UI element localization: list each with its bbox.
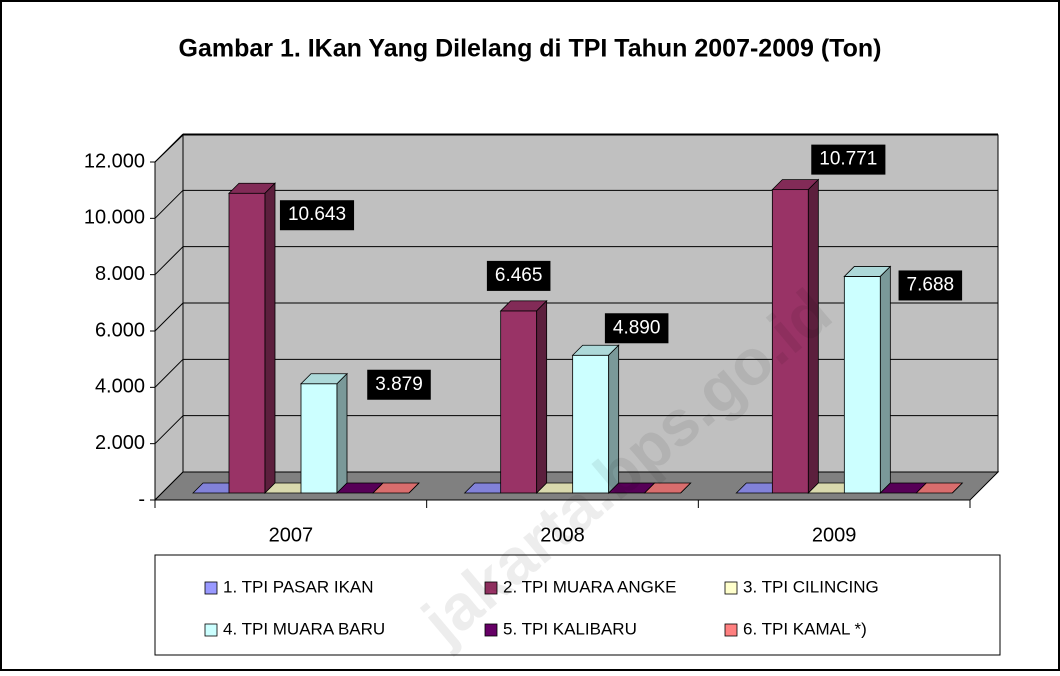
y-tick-label: -: [138, 488, 145, 510]
grid-line: [154, 415, 184, 445]
chart-title: Gambar 1. IKan Yang Dilelang di TPI Tahu…: [179, 35, 882, 63]
data-label: 4.890: [613, 317, 661, 338]
y-tick-label: 2.000: [95, 432, 145, 454]
bar-face: [264, 182, 276, 494]
bar-face: [336, 372, 348, 494]
bar: [915, 482, 964, 494]
data-label-bg: [486, 260, 551, 291]
x-tick-label: 2007: [269, 524, 314, 546]
y-tick-label: 6.000: [95, 319, 145, 341]
y-tick-label: 10.000: [84, 207, 145, 229]
bar-face: [536, 299, 548, 494]
y-tick-label: 4.000: [95, 376, 145, 398]
data-label: 6.465: [495, 265, 543, 286]
legend-label: 3. TPI CILINCING: [743, 577, 879, 596]
bar-face: [879, 265, 891, 494]
legend-swatch: [484, 581, 498, 595]
bar: [843, 265, 892, 494]
grid-line: [154, 358, 184, 388]
bar-face: [572, 354, 610, 494]
data-label: 10.643: [288, 204, 346, 225]
legend-box: [154, 554, 1001, 656]
bar-face: [500, 310, 538, 494]
bar: [300, 372, 348, 494]
grid-line: [154, 246, 184, 276]
legend-label: 1. TPI PASAR IKAN: [223, 577, 374, 596]
data-label-bg: [279, 200, 355, 231]
bar: [499, 299, 548, 494]
data-label-bg: [811, 144, 886, 175]
legend-swatch: [484, 623, 498, 637]
legend-swatch: [204, 581, 218, 595]
bar-face: [300, 383, 338, 494]
data-label: 7.688: [907, 274, 955, 295]
legend-label: 6. TPI KAMAL *): [743, 619, 867, 638]
x-tick-label: 2009: [812, 524, 857, 546]
legend-label: 4. TPI MUARA BARU: [223, 619, 385, 638]
data-label-bg: [898, 270, 963, 301]
data-label: 3.879: [375, 374, 423, 395]
data-label-bg: [367, 369, 431, 400]
legend-label: 5. TPI KALIBARU: [503, 619, 637, 638]
bar-face: [408, 482, 420, 494]
data-label: 10.771: [819, 149, 877, 170]
bar-face: [952, 482, 963, 494]
data-label-bg: [604, 313, 669, 344]
bar: [643, 482, 692, 494]
grid-line: [154, 189, 184, 219]
bar: [228, 182, 276, 494]
legend-swatch: [724, 581, 738, 595]
x-tick-label: 2008: [540, 524, 585, 546]
legend-label: 2. TPI MUARA ANGKE: [503, 577, 677, 596]
y-tick-label: 8.000: [95, 263, 145, 285]
grid-line: [154, 302, 184, 332]
bar-face: [771, 189, 809, 494]
bar: [571, 344, 620, 494]
y-tick-label: 12.000: [84, 150, 145, 172]
bar-face: [680, 482, 691, 494]
bar-face: [843, 276, 881, 494]
bar-face: [228, 192, 266, 494]
grid-line: [154, 133, 184, 163]
bar: [372, 482, 420, 494]
bar: [771, 178, 820, 494]
legend-swatch: [724, 623, 738, 637]
legend-swatch: [204, 623, 218, 637]
